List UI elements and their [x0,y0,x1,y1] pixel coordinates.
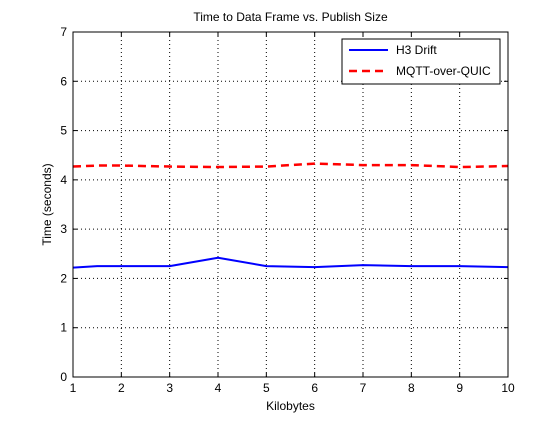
legend-box [341,38,501,85]
y-tick-label: 7 [60,25,67,39]
y-tick-label: 6 [60,74,67,88]
y-tick-label: 3 [60,222,67,236]
legend-label-h3-drift: H3 Drift [396,43,437,57]
legend: H3 Drift MQTT-over-QUIC [341,38,501,85]
x-tick-label: 10 [501,381,515,395]
y-tick-label: 0 [60,370,67,384]
y-tick-label: 2 [60,271,67,285]
series-line-h3-drift [72,256,509,269]
chart-title: Time to Data Frame vs. Publish Size [193,10,388,24]
x-axis-label: Kilobytes [266,399,315,413]
x-tick-label: 6 [311,381,318,395]
series-line-mqtt-over-quic [72,162,509,169]
y-tick-label: 5 [60,124,67,138]
series-layer [72,162,509,269]
x-tick-label: 1 [70,381,77,395]
y-tick-label: 1 [60,321,67,335]
y-tick-label: 4 [60,173,67,187]
x-tick-label: 4 [215,381,222,395]
x-tick-label: 3 [166,381,173,395]
x-tick-label: 5 [263,381,270,395]
y-axis-label: Time (seconds) [40,163,54,245]
grid-lines [73,32,508,377]
legend-label-mqtt-over-quic: MQTT-over-QUIC [396,64,491,78]
plot-background [73,32,508,377]
x-tick-label: 7 [360,381,367,395]
x-tick-label: 9 [456,381,463,395]
x-tick-label: 2 [118,381,125,395]
plot-frame [72,31,509,378]
x-tick-label: 8 [408,381,415,395]
